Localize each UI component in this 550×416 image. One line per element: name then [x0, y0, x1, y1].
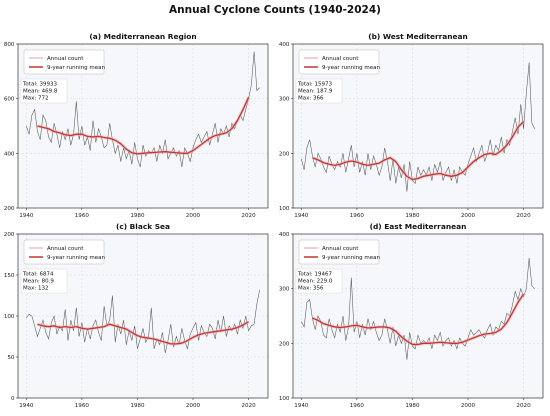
legend-label-running-mean: 9-year running mean — [47, 65, 105, 71]
x-tick-label: 1960 — [75, 403, 90, 409]
stats-line: Total: 6874 — [22, 272, 54, 278]
plot-frame — [292, 233, 544, 399]
x-tick-label: 1960 — [350, 403, 365, 409]
series-annual-count-line — [301, 62, 535, 192]
series-annual-count-line — [26, 51, 260, 168]
plot-frame — [17, 43, 269, 209]
y-tick-label: 300 — [279, 287, 290, 293]
y-tick-label: 200 — [279, 341, 290, 347]
panel-title: (a) Mediterranean Region — [89, 32, 196, 41]
legend-label-annual-count: Annual count — [47, 246, 84, 252]
legend-box — [298, 49, 380, 75]
chart-svg: (d) East Mediterranean 100 200 300 400 1940 19… — [279, 222, 544, 409]
stats-line: Mean: 469.8 — [23, 89, 58, 95]
x-tick-label: 1980 — [130, 213, 145, 219]
x-tick-label: 1940 — [294, 403, 309, 409]
y-tick-label: 200 — [4, 206, 15, 212]
series-running-mean-line — [37, 97, 250, 155]
legend-label-running-mean: 9-year running mean — [322, 65, 380, 71]
y-tick-label: 800 — [4, 42, 15, 48]
legend-label-running-mean: 9-year running mean — [47, 255, 105, 261]
figure-title: Annual Cyclone Counts (1940-2024) — [169, 4, 381, 16]
x-tick-label: 1940 — [19, 213, 34, 219]
series-running-mean-line — [312, 293, 525, 346]
x-tick-label: 1940 — [294, 213, 309, 219]
y-tick-label: 150 — [4, 273, 15, 279]
y-tick-label: 50 — [7, 355, 15, 361]
y-tick-label: 300 — [279, 97, 290, 103]
plot-frame — [292, 43, 544, 209]
y-tick-label: 0 — [11, 396, 15, 402]
legend: Annual count 9-year running mean — [298, 49, 380, 75]
legend-box — [23, 239, 105, 265]
x-tick-label: 2000 — [186, 403, 201, 409]
stats-line: Max: 356 — [298, 286, 324, 292]
panel-title: (c) Black Sea — [116, 222, 170, 231]
series-annual-count-line — [301, 258, 535, 360]
y-tick-label: 100 — [279, 206, 290, 212]
series-running-mean-line — [37, 321, 249, 345]
legend: Annual count 9-year running mean — [23, 49, 105, 75]
legend: Annual count 9-year running mean — [23, 239, 105, 265]
legend-label-annual-count: Annual count — [322, 246, 359, 252]
legend: Annual count 9-year running mean — [298, 239, 380, 265]
stats-box-bg — [295, 78, 343, 104]
x-tick-label: 1940 — [19, 403, 34, 409]
x-tick-label: 2020 — [516, 403, 531, 409]
stats-box-bg — [295, 268, 343, 294]
stats-line: Mean: 187.9 — [298, 89, 333, 95]
legend-box — [23, 49, 105, 75]
x-tick-label: 1980 — [405, 403, 420, 409]
stats-line: Max: 772 — [23, 96, 48, 102]
panel-black-sea: (c) Black Sea 0 50 100 150 200 1940 1960 1980 200… — [0, 216, 275, 416]
x-tick-label: 2020 — [516, 213, 531, 219]
y-tick-label: 400 — [4, 151, 15, 157]
series-annual-count-line — [26, 289, 260, 353]
y-tick-label: 200 — [4, 232, 15, 238]
stats-line: Mean: 80.9 — [23, 279, 54, 285]
legend-label-annual-count: Annual count — [322, 56, 359, 62]
y-tick-label: 400 — [279, 42, 290, 48]
stats-line: Mean: 229.0 — [298, 279, 333, 285]
x-tick-label: 1960 — [75, 213, 90, 219]
stats-line: Max: 132 — [23, 286, 48, 292]
legend-label-annual-count: Annual count — [47, 56, 84, 62]
panel-title: (d) East Mediterranean — [370, 222, 467, 231]
chart-svg: (a) Mediterranean Region 200 400 600 800 1940… — [4, 32, 269, 219]
stats-box-bg — [20, 78, 68, 104]
x-tick-label: 1980 — [130, 403, 145, 409]
stats-line: Total: 15973 — [297, 82, 332, 88]
y-tick-label: 100 — [4, 314, 15, 320]
y-tick-label: 200 — [279, 151, 290, 157]
x-tick-label: 2000 — [461, 213, 476, 219]
x-tick-label: 2020 — [241, 403, 256, 409]
y-tick-label: 100 — [279, 396, 290, 402]
x-tick-label: 1980 — [405, 213, 420, 219]
stats-box-bg — [20, 268, 68, 294]
panel-title: (b) West Mediterranean — [368, 32, 468, 41]
plot-frame — [17, 233, 269, 399]
x-tick-label: 2020 — [241, 213, 256, 219]
panel-west-mediterranean: (b) West Mediterranean 100 200 300 400 1940 19… — [275, 26, 550, 226]
series-running-mean-line — [312, 121, 525, 181]
chart-svg: (b) West Mediterranean 100 200 300 400 1940 19… — [279, 32, 544, 219]
panel-mediterranean-region: (a) Mediterranean Region 200 400 600 800 1940… — [0, 26, 275, 226]
x-tick-label: 2000 — [461, 403, 476, 409]
legend-box — [298, 239, 380, 265]
x-tick-label: 2000 — [186, 213, 201, 219]
stats-line: Total: 39933 — [22, 82, 57, 88]
stats-line: Max: 366 — [298, 96, 324, 102]
y-tick-label: 400 — [279, 232, 290, 238]
stats-line: Total: 19467 — [297, 272, 332, 278]
legend-label-running-mean: 9-year running mean — [322, 255, 380, 261]
panel-east-mediterranean: (d) East Mediterranean 100 200 300 400 1940 19… — [275, 216, 550, 416]
x-tick-label: 1960 — [350, 213, 365, 219]
y-tick-label: 600 — [4, 97, 15, 103]
chart-svg: (c) Black Sea 0 50 100 150 200 1940 1960 1980 200… — [4, 222, 269, 409]
